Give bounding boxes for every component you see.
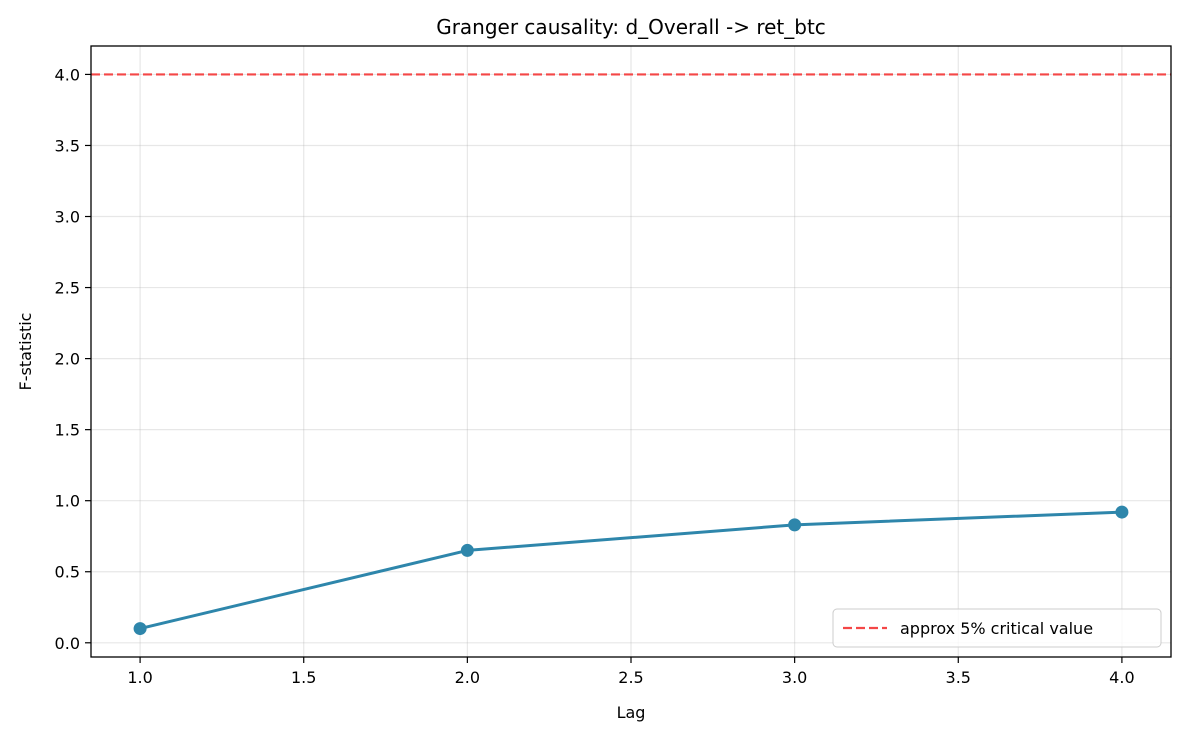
- y-axis-ticks: 0.0 0.5 1.0 1.5 2.0 2.5 3.0 3.5 4.0: [55, 65, 91, 653]
- y-tick-label: 3.0: [55, 208, 80, 227]
- x-tick-label: 4.0: [1109, 668, 1134, 687]
- data-point: [788, 518, 802, 532]
- x-tick-label: 2.5: [618, 668, 643, 687]
- legend-label: approx 5% critical value: [900, 619, 1093, 638]
- x-tick-label: 1.0: [127, 668, 152, 687]
- x-tick-label: 2.0: [455, 668, 480, 687]
- x-axis-label: Lag: [617, 703, 646, 722]
- legend: approx 5% critical value: [832, 608, 1162, 648]
- series-layer: [133, 505, 1129, 636]
- x-tick-label: 3.5: [946, 668, 971, 687]
- x-axis-ticks: 1.0 1.5 2.0 2.5 3.0 3.5 4.0: [127, 657, 1135, 687]
- y-tick-label: 4.0: [55, 65, 80, 84]
- grid-layer: [91, 46, 1171, 657]
- y-tick-label: 3.5: [55, 136, 80, 155]
- data-point: [460, 543, 474, 557]
- y-tick-label: 2.5: [55, 279, 80, 298]
- data-point: [1115, 505, 1129, 519]
- y-tick-label: 0.5: [55, 563, 80, 582]
- y-axis-label: F-statistic: [16, 313, 35, 391]
- y-tick-label: 0.0: [55, 634, 80, 653]
- y-tick-label: 2.0: [55, 350, 80, 369]
- y-tick-label: 1.0: [55, 492, 80, 511]
- data-point: [133, 622, 147, 636]
- y-tick-label: 1.5: [55, 421, 80, 440]
- chart-title: Granger causality: d_Overall -> ret_btc: [436, 15, 826, 39]
- legend-box: [832, 608, 1162, 648]
- series-line: [139, 510, 1122, 631]
- x-tick-label: 3.0: [782, 668, 807, 687]
- x-tick-label: 1.5: [291, 668, 316, 687]
